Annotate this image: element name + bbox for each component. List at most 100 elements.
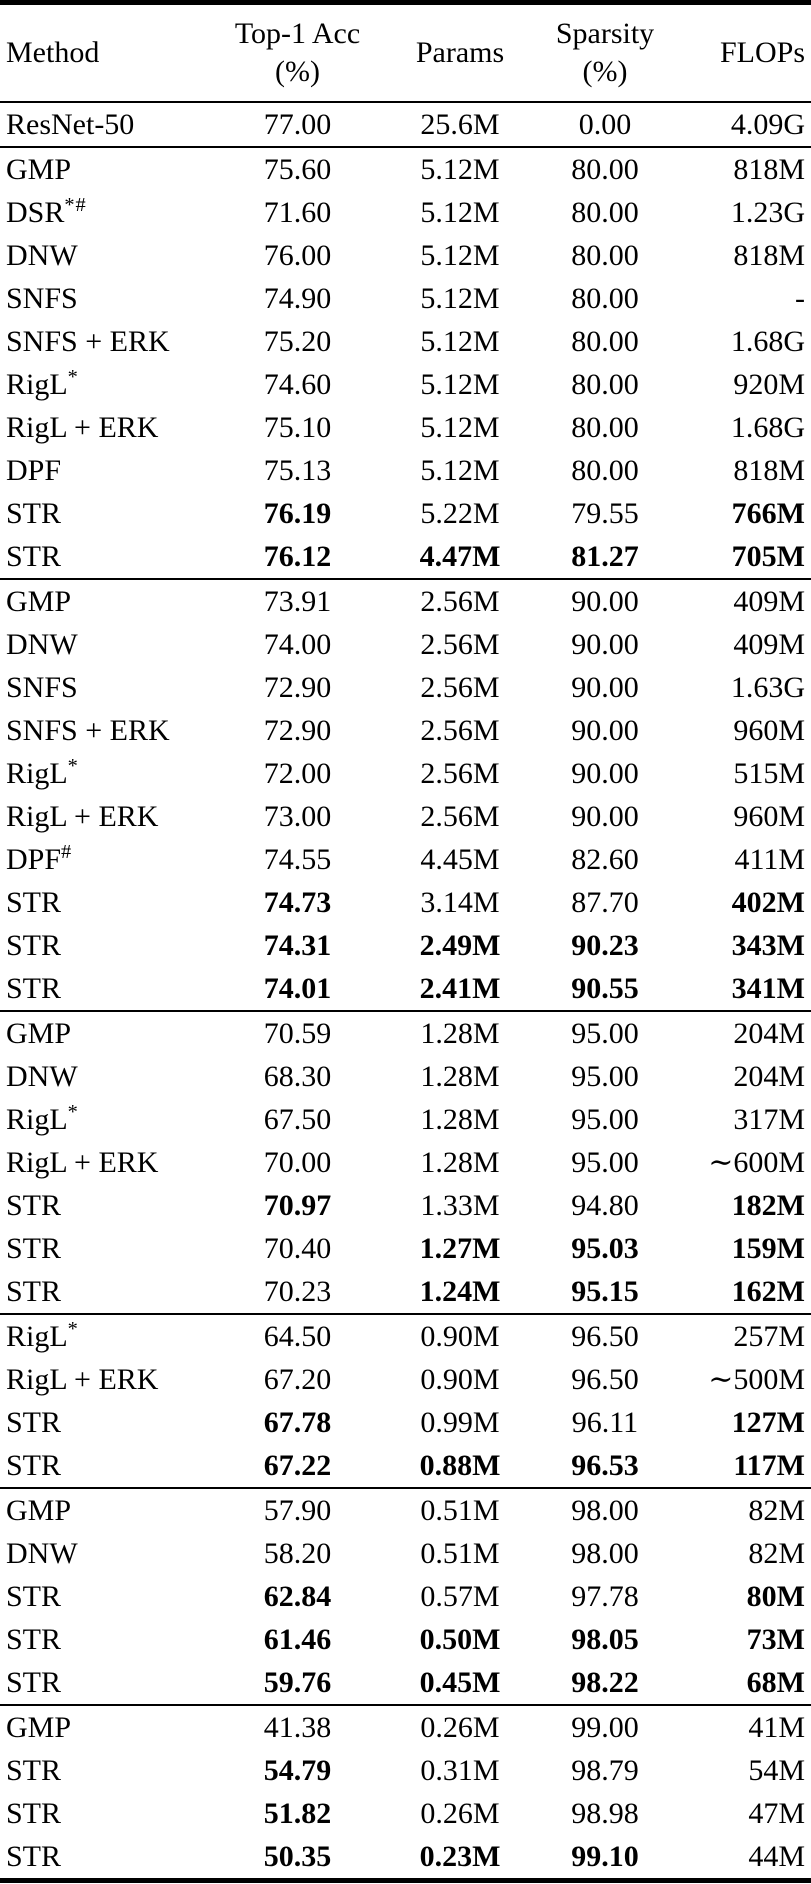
params-cell: 4.47M [419, 540, 501, 573]
method-cell: GMP [0, 578, 205, 623]
method-superscript: *# [64, 194, 87, 216]
params-cell: 2.56M [420, 714, 500, 747]
column-header-flops: FLOPs [680, 2, 811, 103]
flops-cell: 44M [748, 1840, 805, 1873]
flops-cell: 1.68G [730, 411, 805, 444]
sparsity-cell: 80.00 [571, 454, 639, 487]
method-cell: GMP [0, 1010, 205, 1055]
flops-cell: 1.63G [730, 671, 805, 704]
column-header-sparsity: Sparsity (%) [530, 2, 680, 103]
method-cell: STR [6, 497, 62, 530]
method-cell: SNFS [6, 671, 78, 704]
params-cell: 2.56M [420, 757, 500, 790]
table-row: STR 54.79 0.31M 98.79 54M [0, 1749, 811, 1792]
table-row: STR 59.76 0.45M 98.22 68M [0, 1661, 811, 1705]
acc-cell: 76.12 [263, 540, 332, 573]
table-section-3: GMP 70.59 1.28M 95.00 204M DNW 68.30 1.28M 95.00… [0, 1010, 811, 1314]
table-row: STR 50.35 0.23M 99.10 44M [0, 1835, 811, 1881]
sparsity-cell: 90.00 [530, 578, 680, 623]
table-row: GMP 70.59 1.28M 95.00 204M [0, 1010, 811, 1055]
flops-cell: 68M [746, 1666, 805, 1699]
sparsity-cell: 0.00 [578, 108, 632, 141]
sparsity-cell: 95.00 [530, 1010, 680, 1055]
table-row: STR 51.82 0.26M 98.98 47M [0, 1792, 811, 1835]
params-cell: 0.88M [419, 1449, 501, 1482]
table-row: RigL* 64.50 0.90M 96.50 257M [0, 1313, 811, 1358]
sparsity-cell: 95.00 [571, 1103, 639, 1136]
params-cell: 0.90M [390, 1313, 530, 1358]
flops-cell: 515M [733, 757, 805, 790]
flops-cell: - [795, 282, 805, 315]
method-cell: DNW [6, 628, 78, 661]
flops-cell: 1.23G [730, 196, 805, 229]
sparsity-cell: 80.00 [571, 239, 639, 272]
method-cell: GMP [0, 146, 205, 191]
acc-cell: 74.01 [263, 972, 332, 1005]
params-cell: 0.51M [420, 1537, 500, 1570]
table-row: RigL + ERK 73.00 2.56M 90.00 960M [0, 795, 811, 838]
table-section-0: ResNet-50 77.00 25.6M 0.00 4.09G [0, 102, 811, 147]
acc-cell: 70.40 [263, 1232, 332, 1265]
sparsity-cell: 90.00 [571, 671, 639, 704]
table-row: DNW 58.20 0.51M 98.00 82M [0, 1532, 811, 1575]
params-cell: 5.22M [420, 497, 500, 530]
method-cell: SNFS + ERK [6, 325, 170, 358]
sparsity-cell: 96.50 [530, 1313, 680, 1358]
column-header-top1-acc-unit: (%) [275, 55, 320, 88]
flops-cell: 341M [731, 972, 805, 1005]
sparsity-cell: 81.27 [571, 540, 639, 573]
table-row: DNW 76.00 5.12M 80.00 818M [0, 234, 811, 277]
table-row: STR 67.78 0.99M 96.11 127M [0, 1401, 811, 1444]
params-cell: 5.12M [420, 196, 500, 229]
params-cell: 0.23M [419, 1840, 501, 1873]
method-cell: STR [6, 1406, 62, 1439]
acc-cell: 75.13 [263, 454, 332, 487]
acc-cell: 76.00 [263, 239, 332, 272]
params-cell: 2.56M [420, 628, 500, 661]
sparsity-cell: 98.79 [571, 1754, 639, 1787]
params-cell: 0.51M [390, 1487, 530, 1532]
flops-cell: 41M [680, 1704, 811, 1749]
flops-cell: 411M [734, 843, 805, 876]
table-row: STR 74.31 2.49M 90.23 343M [0, 924, 811, 967]
sparsity-cell: 96.11 [571, 1406, 639, 1439]
acc-cell: 72.90 [263, 671, 332, 704]
method-cell: RigL* [6, 755, 79, 790]
method-cell: STR [6, 1797, 62, 1830]
flops-cell: 4.09G [730, 108, 805, 141]
table-row: STR 70.97 1.33M 94.80 182M [0, 1184, 811, 1227]
method-cell: STR [6, 1449, 62, 1482]
acc-cell: 59.76 [263, 1666, 332, 1699]
table-row: RigL + ERK 70.00 1.28M 95.00 ∼600M [0, 1141, 811, 1184]
column-header-method-label: Method [6, 35, 100, 69]
acc-cell: 67.20 [263, 1363, 332, 1396]
sparsity-cell: 90.00 [571, 714, 639, 747]
method-cell: DNW [6, 1060, 78, 1093]
table-row: STR 74.73 3.14M 87.70 402M [0, 881, 811, 924]
method-cell: RigL* [0, 1313, 205, 1358]
method-cell: STR [6, 1840, 62, 1873]
sparsity-cell: 90.55 [571, 972, 639, 1005]
flops-cell: 204M [733, 1060, 805, 1093]
table-row: RigL + ERK 67.20 0.90M 96.50 ∼500M [0, 1358, 811, 1401]
sparsity-cell: 99.10 [571, 1840, 639, 1873]
acc-cell: 62.84 [263, 1580, 332, 1613]
acc-cell: 67.50 [263, 1103, 332, 1136]
flops-cell: 159M [731, 1232, 805, 1265]
table-row: GMP 73.91 2.56M 90.00 409M [0, 578, 811, 623]
sparsity-cell: 98.98 [571, 1797, 639, 1830]
method-cell: STR [6, 1623, 62, 1656]
flops-cell: 54M [748, 1754, 805, 1787]
acc-cell: 61.46 [263, 1623, 332, 1656]
table-row: GMP 57.90 0.51M 98.00 82M [0, 1487, 811, 1532]
sparsity-cell: 94.80 [571, 1189, 639, 1222]
table-row: DPF 75.13 5.12M 80.00 818M [0, 449, 811, 492]
method-cell: STR [6, 1189, 62, 1222]
column-header-top1-acc: Top-1 Acc (%) [205, 2, 390, 103]
acc-cell: 54.79 [263, 1754, 332, 1787]
method-cell: STR [6, 1580, 62, 1613]
table-row: STR 76.12 4.47M 81.27 705M [0, 535, 811, 579]
params-cell: 0.45M [419, 1666, 501, 1699]
flops-cell: 1.68G [730, 325, 805, 358]
acc-cell: 72.00 [263, 757, 332, 790]
